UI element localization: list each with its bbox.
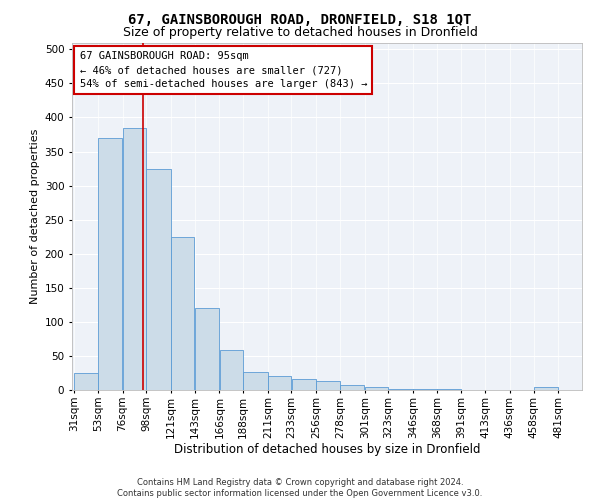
Bar <box>123 128 146 390</box>
Bar <box>389 388 413 390</box>
Bar <box>292 379 316 390</box>
Bar <box>74 373 98 390</box>
X-axis label: Distribution of detached houses by size in Dronfield: Distribution of detached houses by size … <box>174 443 480 456</box>
Text: Contains HM Land Registry data © Crown copyright and database right 2024.
Contai: Contains HM Land Registry data © Crown c… <box>118 478 482 498</box>
Bar <box>98 138 122 390</box>
Bar <box>365 386 388 390</box>
Text: 67 GAINSBOROUGH ROAD: 95sqm
← 46% of detached houses are smaller (727)
54% of se: 67 GAINSBOROUGH ROAD: 95sqm ← 46% of det… <box>80 51 367 89</box>
Bar <box>195 308 219 390</box>
Bar <box>146 168 171 390</box>
Bar <box>316 381 340 390</box>
Bar <box>340 385 364 390</box>
Bar <box>268 376 291 390</box>
Y-axis label: Number of detached properties: Number of detached properties <box>31 128 40 304</box>
Bar <box>244 372 268 390</box>
Bar <box>534 388 558 390</box>
Text: Size of property relative to detached houses in Dronfield: Size of property relative to detached ho… <box>122 26 478 39</box>
Bar <box>171 236 194 390</box>
Text: 67, GAINSBOROUGH ROAD, DRONFIELD, S18 1QT: 67, GAINSBOROUGH ROAD, DRONFIELD, S18 1Q… <box>128 12 472 26</box>
Bar <box>220 350 243 390</box>
